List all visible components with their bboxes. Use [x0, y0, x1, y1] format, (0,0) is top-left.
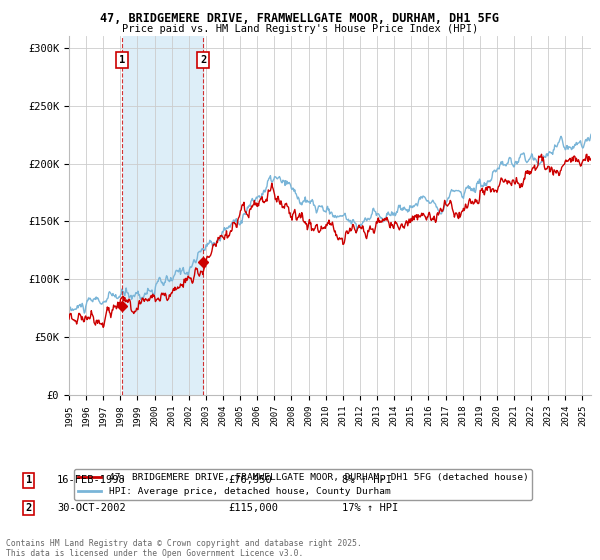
Text: £76,950: £76,950	[228, 475, 272, 486]
Text: 47, BRIDGEMERE DRIVE, FRAMWELLGATE MOOR, DURHAM, DH1 5FG: 47, BRIDGEMERE DRIVE, FRAMWELLGATE MOOR,…	[101, 12, 499, 25]
Text: Price paid vs. HM Land Registry's House Price Index (HPI): Price paid vs. HM Land Registry's House …	[122, 24, 478, 34]
Text: Contains HM Land Registry data © Crown copyright and database right 2025.
This d: Contains HM Land Registry data © Crown c…	[6, 539, 362, 558]
Text: 16-FEB-1998: 16-FEB-1998	[57, 475, 126, 486]
Text: 1: 1	[26, 475, 32, 486]
Legend: 47, BRIDGEMERE DRIVE, FRAMWELLGATE MOOR, DURHAM, DH1 5FG (detached house), HPI: : 47, BRIDGEMERE DRIVE, FRAMWELLGATE MOOR,…	[74, 469, 532, 500]
Text: 2: 2	[26, 503, 32, 513]
Text: 17% ↑ HPI: 17% ↑ HPI	[342, 503, 398, 513]
Text: 2: 2	[200, 55, 206, 65]
Text: 30-OCT-2002: 30-OCT-2002	[57, 503, 126, 513]
Text: 1: 1	[119, 55, 125, 65]
Text: £115,000: £115,000	[228, 503, 278, 513]
Text: 8% ↑ HPI: 8% ↑ HPI	[342, 475, 392, 486]
